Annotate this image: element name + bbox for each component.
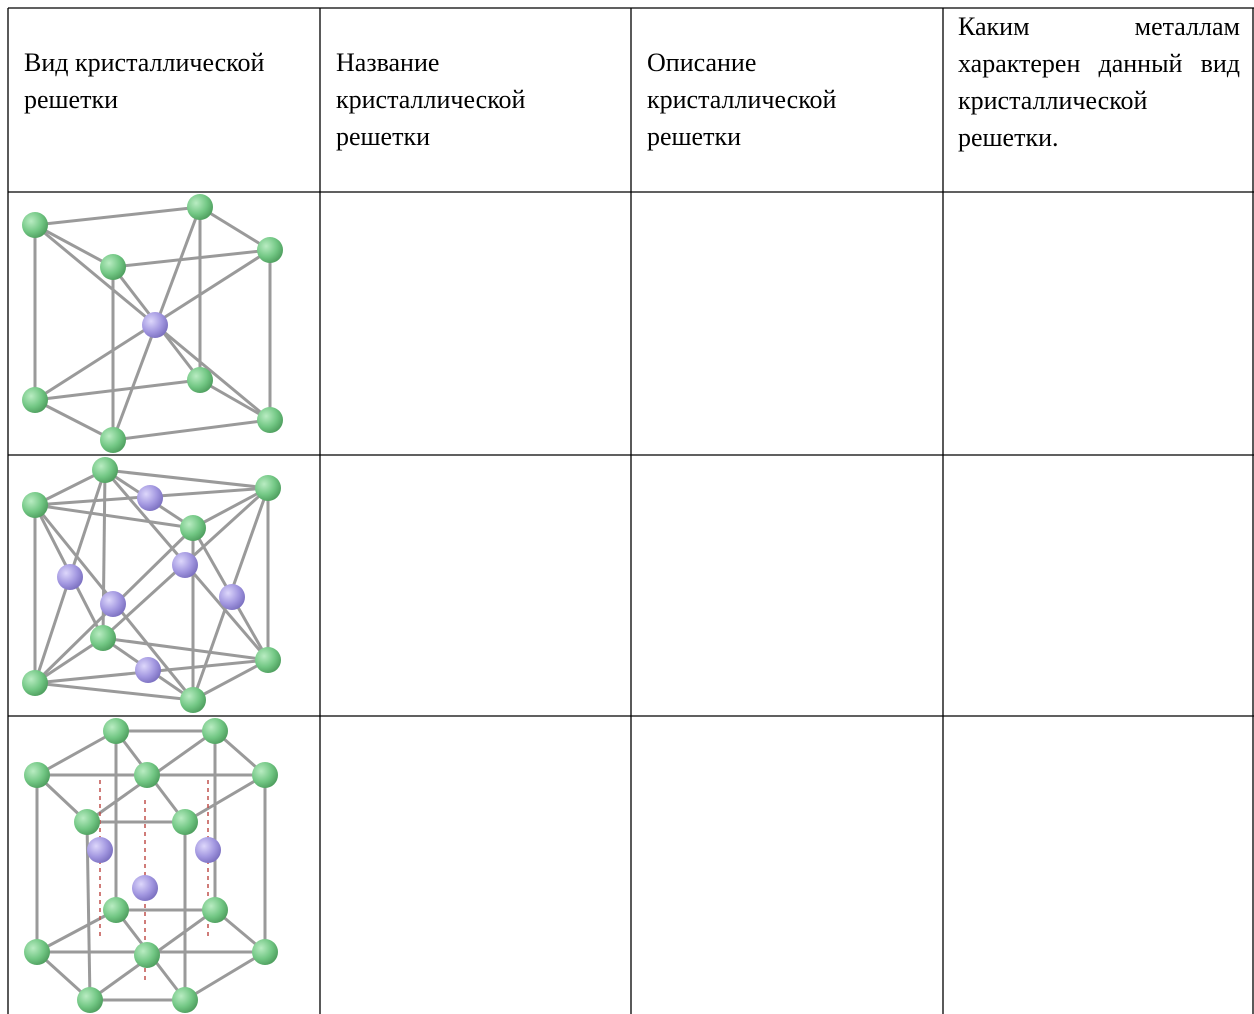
header-cell: Каким металлам характерен данный вид кри… [958,12,1240,152]
header-cell: Название кристаллической решетки [336,48,526,151]
header-cell: Вид кристаллической решетки [24,48,265,114]
bcc-lattice [22,194,283,453]
table-grid [7,7,1254,1014]
fcc-lattice [22,457,281,713]
header-cell: Описание кристаллической решетки [647,48,837,151]
hcp-lattice [24,718,278,1013]
